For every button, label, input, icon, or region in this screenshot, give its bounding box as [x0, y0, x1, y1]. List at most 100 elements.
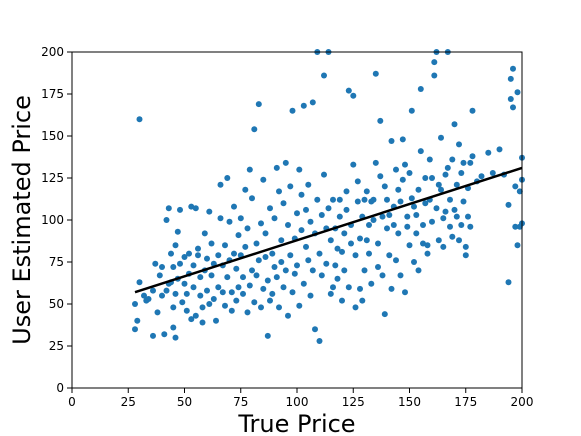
data-point: [339, 297, 345, 304]
data-point: [262, 254, 269, 260]
data-point: [150, 287, 156, 294]
data-point: [415, 267, 422, 274]
data-point: [372, 159, 379, 166]
data-point: [132, 326, 138, 333]
data-point: [195, 252, 201, 259]
data-point: [206, 301, 213, 307]
data-point: [298, 191, 305, 198]
data-point: [321, 171, 327, 178]
data-point: [172, 242, 179, 249]
data-point: [363, 188, 370, 195]
data-point: [233, 297, 240, 304]
data-point: [222, 302, 228, 309]
data-point: [372, 70, 379, 77]
data-point: [318, 272, 325, 279]
data-point: [514, 89, 521, 96]
data-point: [321, 72, 327, 79]
data-point: [285, 222, 291, 228]
data-point: [224, 274, 231, 281]
data-point: [240, 274, 246, 281]
data-point: [330, 284, 336, 291]
data-point: [316, 338, 323, 344]
data-point: [134, 317, 141, 324]
data-point: [420, 222, 426, 228]
x-tick-label: 200: [511, 395, 534, 409]
data-point: [312, 326, 318, 333]
data-point: [510, 104, 516, 111]
y-tick-label: 0: [56, 381, 64, 395]
y-axis-label: User Estimated Price: [8, 95, 36, 345]
data-point: [208, 272, 215, 279]
trend-line: [134, 166, 523, 294]
data-point: [278, 237, 285, 244]
data-point: [307, 292, 314, 299]
data-point: [244, 309, 251, 316]
data-point: [174, 228, 181, 235]
data-point: [339, 248, 345, 255]
data-point: [249, 267, 255, 274]
data-point: [465, 213, 471, 220]
data-point: [186, 250, 192, 257]
data-point: [406, 170, 413, 176]
data-point: [406, 242, 413, 249]
data-point: [246, 282, 253, 289]
data-point: [273, 164, 280, 171]
data-point: [271, 264, 278, 270]
data-point: [354, 198, 361, 205]
data-point: [172, 290, 179, 297]
data-point: [375, 240, 381, 247]
data-point: [192, 205, 199, 212]
data-point: [278, 259, 285, 265]
data-point: [442, 171, 449, 178]
x-tick-label: 50: [177, 395, 192, 409]
data-point: [478, 173, 485, 180]
data-point: [330, 196, 336, 203]
data-point: [411, 259, 417, 265]
data-point: [183, 290, 190, 297]
data-point: [303, 243, 309, 250]
data-point: [262, 230, 269, 237]
data-point: [276, 188, 282, 195]
data-point: [341, 230, 348, 237]
data-point: [458, 222, 465, 228]
data-point: [217, 215, 224, 222]
data-point: [469, 107, 476, 114]
data-point: [273, 274, 280, 281]
data-point: [334, 245, 341, 252]
data-point: [145, 296, 152, 302]
data-point: [345, 87, 352, 94]
data-point: [357, 285, 363, 292]
data-point: [453, 213, 460, 220]
data-point: [354, 178, 361, 185]
data-point: [327, 290, 334, 297]
data-point: [258, 304, 264, 311]
data-point: [255, 257, 262, 264]
x-axis-label: True Price: [237, 410, 355, 436]
x-tick-label: 25: [121, 395, 136, 409]
data-point: [253, 272, 260, 279]
data-point: [327, 237, 334, 244]
data-point: [422, 200, 429, 207]
data-point: [181, 280, 188, 287]
data-point: [309, 99, 316, 106]
data-point: [253, 240, 260, 247]
data-point: [352, 304, 359, 311]
data-point: [462, 252, 469, 259]
data-point: [289, 107, 296, 114]
data-point: [197, 292, 204, 299]
data-point: [309, 267, 316, 274]
data-point: [177, 260, 183, 267]
data-point: [386, 212, 393, 218]
data-point: [456, 237, 462, 244]
data-point: [408, 107, 415, 114]
data-point: [150, 332, 156, 339]
data-point: [336, 196, 343, 203]
y-tick-label: 75: [49, 255, 64, 269]
data-point: [226, 218, 233, 225]
data-point: [370, 196, 377, 203]
data-point: [276, 304, 282, 311]
data-point: [377, 117, 384, 124]
data-point: [219, 289, 226, 296]
data-point: [287, 252, 294, 259]
